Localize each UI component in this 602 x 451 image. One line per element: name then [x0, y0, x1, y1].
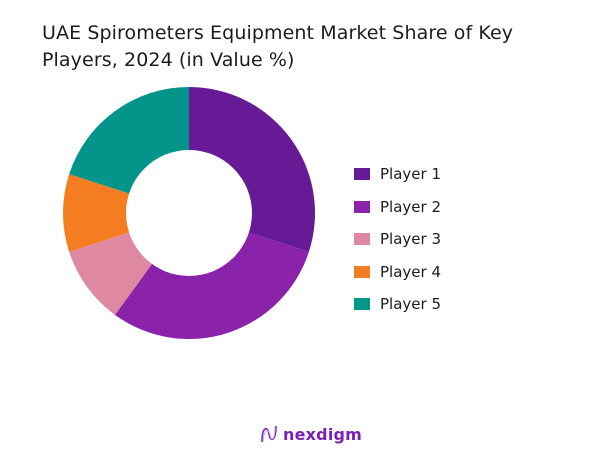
legend-item-player-2: Player 2 — [354, 191, 441, 224]
legend-label: Player 4 — [380, 262, 441, 281]
legend-label: Player 3 — [380, 230, 441, 249]
chart-title: UAE Spirometers Equipment Market Share o… — [42, 22, 514, 71]
brand-logo: nexdigm — [260, 424, 362, 444]
legend-label: Player 1 — [380, 165, 441, 184]
brand-name: nexdigm — [283, 424, 363, 444]
donut-slice-player-2 — [114, 213, 309, 339]
legend-item-player-5: Player 5 — [354, 288, 441, 321]
legend-item-player-3: Player 3 — [354, 223, 441, 256]
legend-label: Player 2 — [380, 197, 441, 216]
legend-swatch — [354, 298, 370, 311]
donut-hole — [126, 150, 252, 276]
legend-label: Player 5 — [380, 295, 441, 314]
legend-swatch — [354, 233, 370, 246]
legend: Player 1 Player 2 Player 3 Player 4 Play… — [354, 158, 441, 321]
legend-swatch — [354, 200, 370, 213]
legend-swatch — [354, 265, 370, 278]
legend-item-player-4: Player 4 — [354, 256, 441, 289]
legend-swatch — [354, 168, 370, 181]
legend-item-player-1: Player 1 — [354, 158, 441, 191]
nexdigm-wave-icon — [261, 425, 277, 443]
